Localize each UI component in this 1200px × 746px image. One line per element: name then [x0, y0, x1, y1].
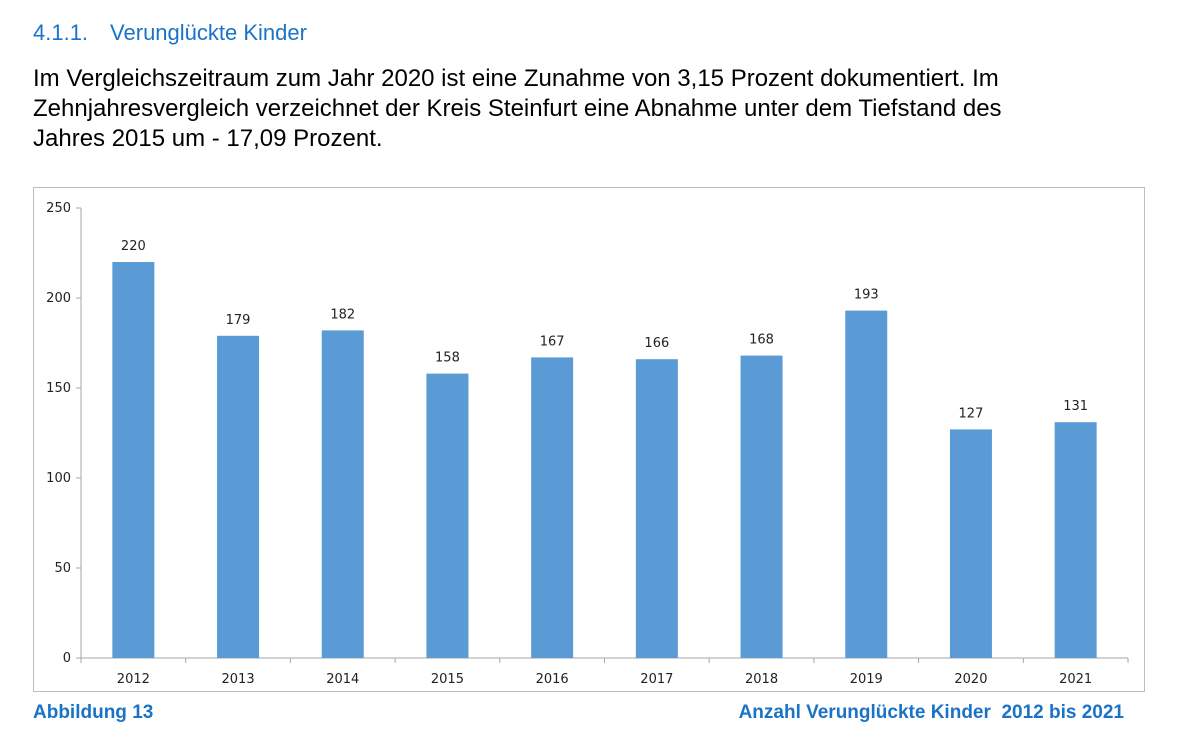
x-label-2012: 2012: [117, 672, 150, 687]
x-label-2014: 2014: [326, 672, 359, 687]
section-heading: 4.1.1. Verunglückte Kinder: [33, 20, 307, 46]
bar-chart: 0 50 100 150 200 250 220 2012 179 2013 182 2014 158 2…: [46, 201, 1129, 687]
data-label-2019: 193: [854, 288, 879, 303]
x-label-2019: 2019: [850, 672, 883, 687]
bar-2020: [949, 429, 992, 658]
data-label-2014: 182: [330, 307, 355, 322]
figure-caption: Anzahl Verunglückte Kinder 2012 bis 2021: [738, 702, 1124, 723]
y-tick-label: 100: [46, 471, 71, 486]
x-label-2020: 2020: [954, 672, 987, 687]
bar-2013: [217, 335, 260, 658]
bar-2014: [321, 330, 364, 658]
figure-number: Abbildung 13: [33, 702, 154, 723]
data-label-2018: 168: [749, 333, 774, 348]
intro-paragraph: Im Vergleichszeitraum zum Jahr 2020 ist …: [33, 64, 1173, 154]
intro-line-2: Zehnjahresvergleich verzeichnet der Krei…: [33, 95, 1002, 122]
x-label-2018: 2018: [745, 672, 778, 687]
bar-2012: [112, 262, 155, 658]
y-tick-label: 50: [54, 561, 71, 576]
bar-2018: [740, 355, 783, 658]
x-label-2021: 2021: [1059, 672, 1092, 687]
data-label-2021: 131: [1063, 399, 1088, 414]
intro-line-3: Jahres 2015 um - 17,09 Prozent.: [33, 125, 383, 152]
x-label-2016: 2016: [536, 672, 569, 687]
bar-2019: [845, 310, 888, 658]
y-tick-label: 200: [46, 291, 71, 306]
y-tick-label: 250: [46, 201, 71, 216]
x-label-2017: 2017: [640, 672, 673, 687]
section-number: 4.1.1.: [33, 20, 89, 45]
data-label-2013: 179: [226, 313, 251, 328]
data-label-2017: 166: [644, 336, 669, 351]
x-label-2015: 2015: [431, 672, 464, 687]
data-label-2020: 127: [959, 406, 984, 421]
bar-2016: [531, 357, 574, 658]
data-label-2016: 167: [540, 334, 565, 349]
bar-2015: [426, 373, 469, 658]
y-tick-label: 150: [46, 381, 71, 396]
bar-2017: [635, 359, 678, 658]
data-label-2012: 220: [121, 239, 146, 254]
y-tick-label: 0: [63, 651, 71, 666]
data-label-2015: 158: [435, 351, 460, 366]
x-label-2013: 2013: [222, 672, 255, 687]
bar-2021: [1054, 422, 1097, 658]
intro-line-1: Im Vergleichszeitraum zum Jahr 2020 ist …: [33, 65, 999, 92]
chart-frame: 0 50 100 150 200 250 220 2012 179 2013 182 2014 158 2…: [33, 187, 1145, 692]
section-title: Verunglückte Kinder: [110, 20, 307, 45]
